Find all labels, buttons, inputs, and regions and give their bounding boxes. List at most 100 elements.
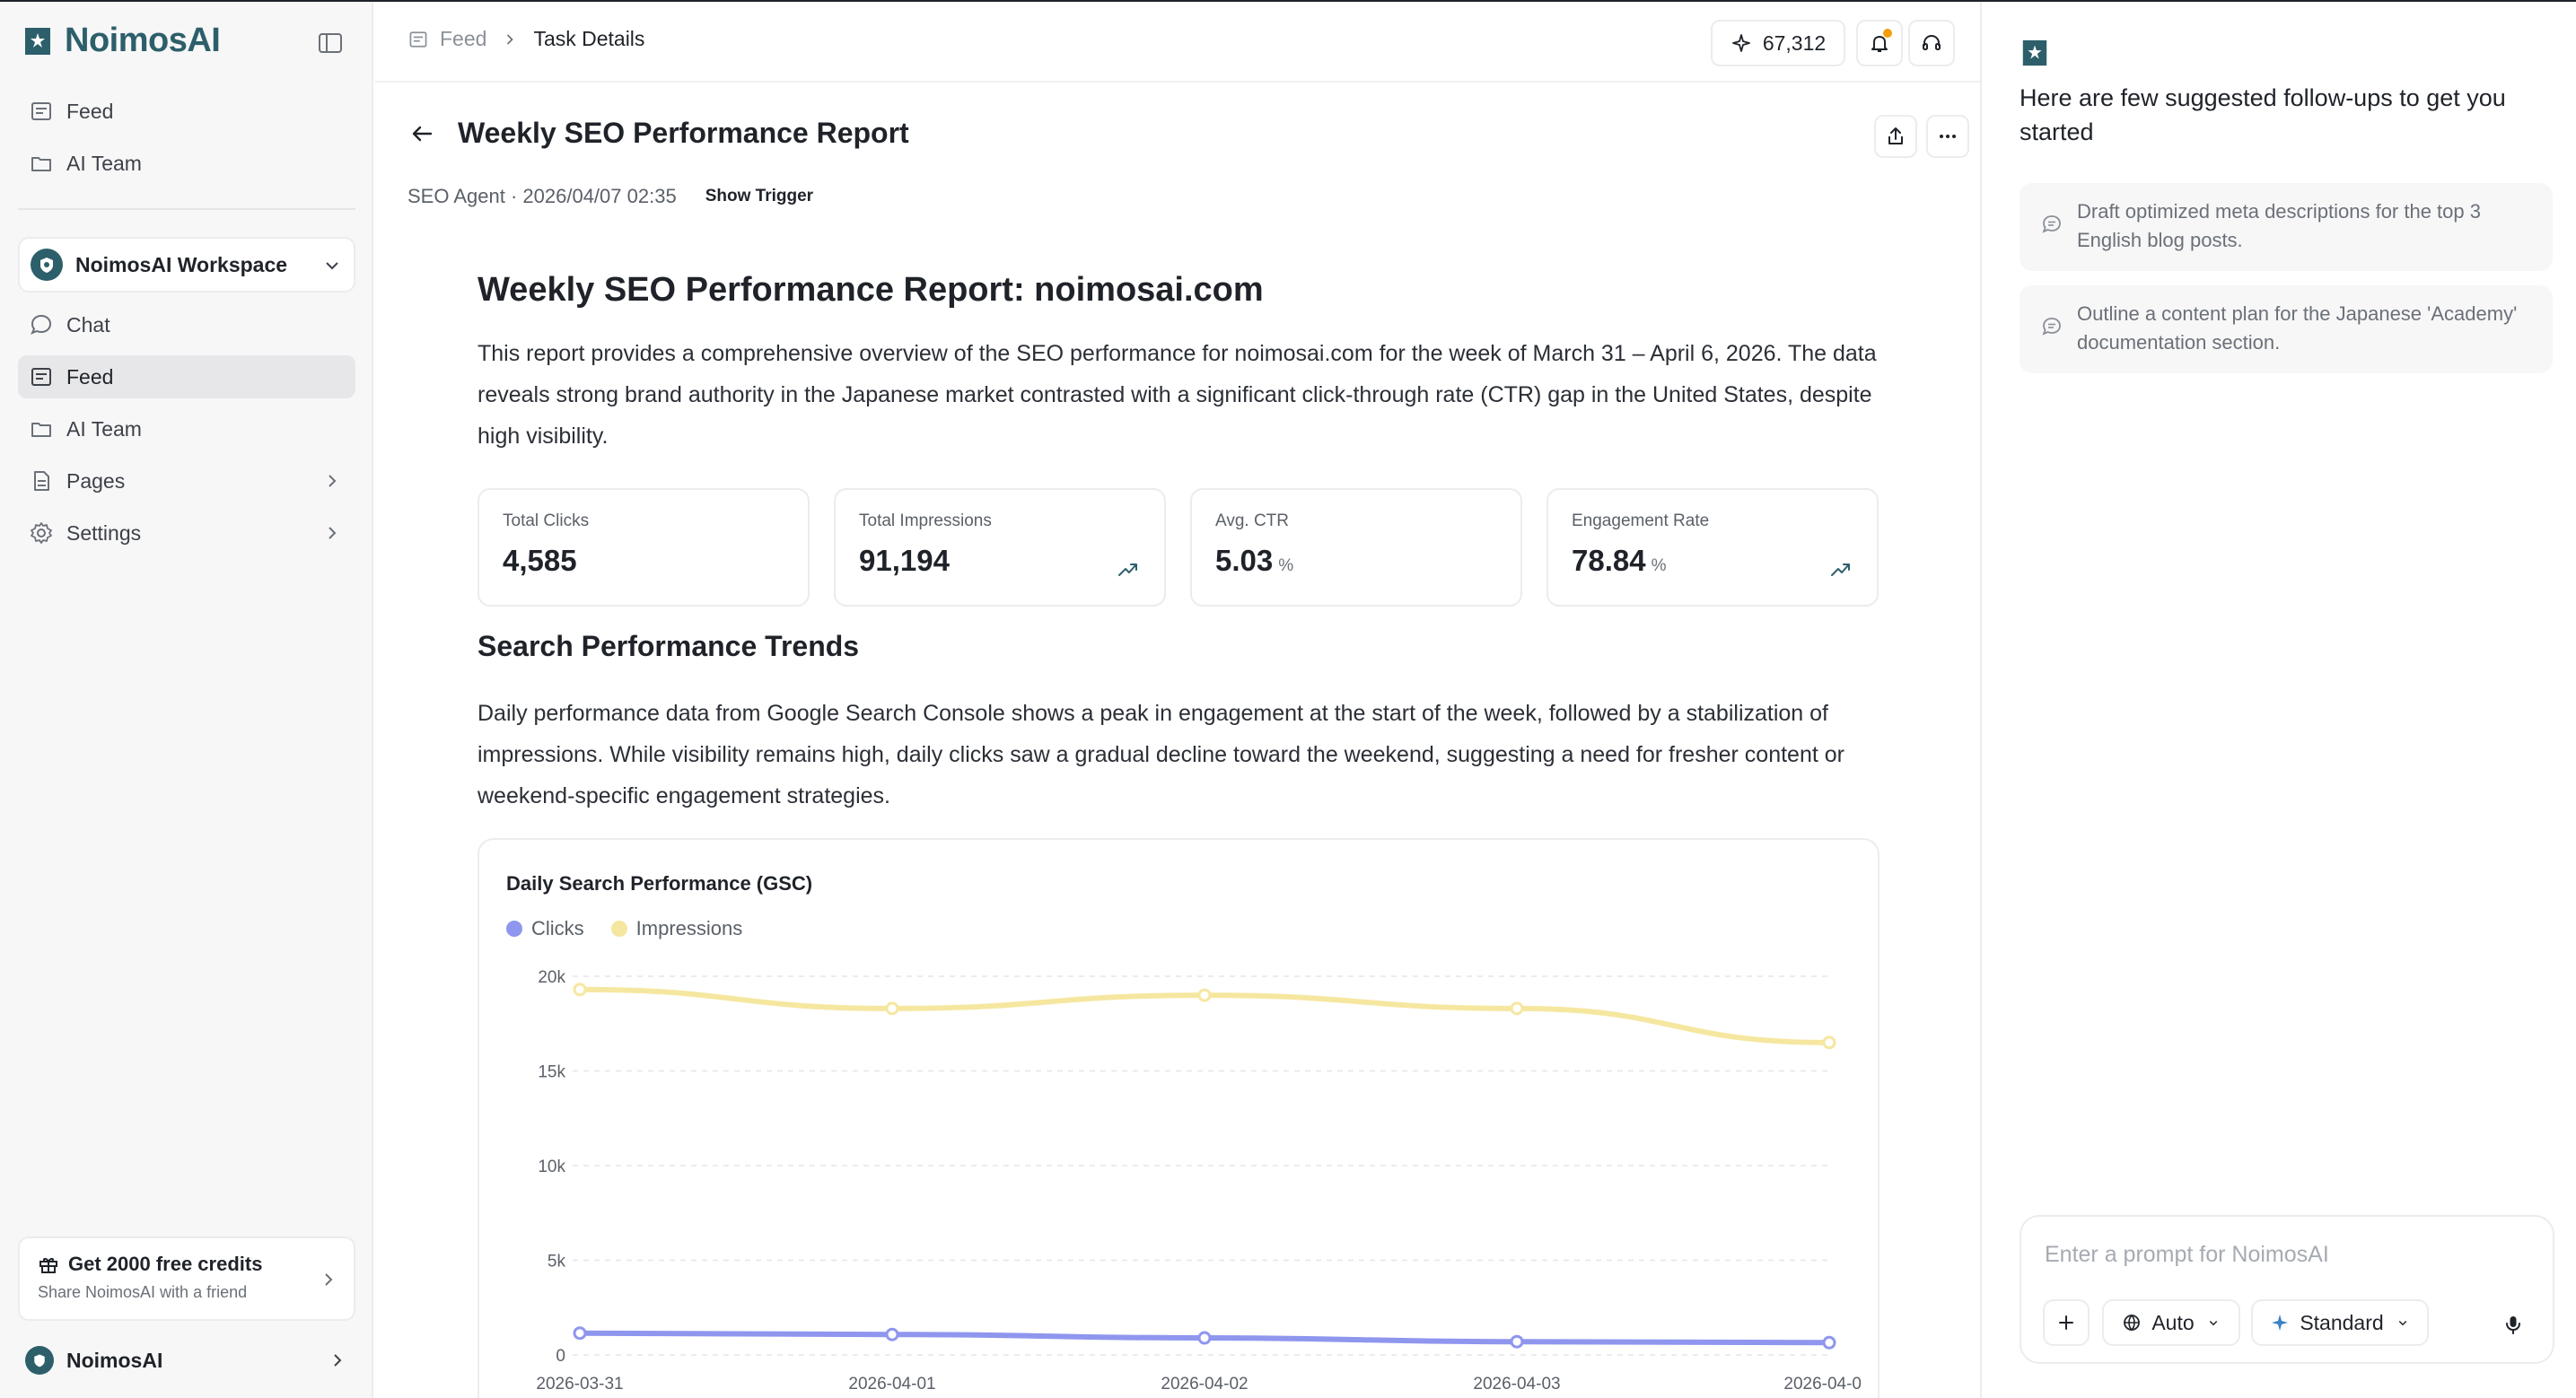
gift-icon bbox=[39, 1258, 57, 1273]
support-button[interactable] bbox=[1908, 20, 1955, 66]
y-tick-label: 0 bbox=[556, 1347, 565, 1366]
legend-swatch bbox=[506, 921, 522, 937]
plus-icon bbox=[2059, 1315, 2073, 1330]
workspace-switcher[interactable]: NoimosAI Workspace bbox=[18, 237, 355, 293]
data-point bbox=[1197, 988, 1212, 1002]
user-menu[interactable]: NoimosAI bbox=[25, 1344, 348, 1376]
page-icon bbox=[34, 471, 49, 491]
show-trigger-button[interactable]: Show Trigger bbox=[705, 187, 814, 205]
sidebar-item-settings[interactable]: Settings bbox=[18, 511, 355, 555]
assistant-intro: Here are few suggested follow-ups to get… bbox=[2020, 84, 2506, 145]
credit-balance[interactable]: 67,312 bbox=[1711, 20, 1845, 66]
feed-icon bbox=[31, 368, 51, 386]
data-point bbox=[1510, 1001, 1524, 1016]
stat-card-impressions: Total Impressions 91,194 bbox=[834, 488, 1166, 607]
prompt-composer: Auto Standard bbox=[2020, 1215, 2554, 1364]
quality-select[interactable]: Standard bbox=[2251, 1299, 2429, 1346]
legend-swatch bbox=[610, 921, 627, 937]
y-tick-label: 10k bbox=[538, 1158, 565, 1176]
x-tick-label: 2026-04-03 bbox=[1473, 1375, 1560, 1394]
stat-card-engagement: Engagement Rate 78.84% bbox=[1546, 488, 1879, 607]
y-tick-label: 15k bbox=[538, 1063, 565, 1082]
legend-item-impressions[interactable]: Impressions bbox=[610, 917, 743, 940]
chevron-down-icon bbox=[2209, 1320, 2217, 1326]
breadcrumb-current: Task Details bbox=[533, 27, 645, 50]
notification-dot bbox=[1883, 29, 1892, 38]
share-button[interactable] bbox=[1874, 115, 1917, 158]
back-arrow-icon[interactable] bbox=[407, 119, 436, 148]
task-meta: SEO Agent · 2026/04/07 02:35 Show Trigge… bbox=[407, 185, 813, 208]
data-point bbox=[573, 983, 587, 997]
feed-icon bbox=[31, 102, 51, 120]
breadcrumb-parent[interactable]: Feed bbox=[407, 27, 486, 51]
bell-icon bbox=[1871, 36, 1888, 52]
trend-up-icon bbox=[1831, 564, 1850, 576]
avatar bbox=[25, 1346, 54, 1375]
notifications-button[interactable] bbox=[1856, 20, 1903, 66]
stat-card-clicks: Total Clicks 4,585 bbox=[478, 488, 810, 607]
sidebar-item-feed-top[interactable]: Feed bbox=[18, 90, 355, 133]
stat-value: 78.84% bbox=[1572, 544, 1667, 577]
model-icon bbox=[2124, 1314, 2141, 1332]
line-chart: 0 5k 10k 15k 20k 2026-03-31 2026-04-01 2026-04-… bbox=[536, 968, 1862, 1394]
chevron-right-icon bbox=[507, 33, 514, 45]
sparkle-icon bbox=[1731, 34, 1750, 52]
x-tick-label: 2026-04-02 bbox=[1161, 1375, 1248, 1394]
stat-value: 5.03% bbox=[1215, 544, 1294, 577]
workspace-icon bbox=[31, 249, 63, 281]
feed-icon bbox=[409, 31, 427, 48]
brand[interactable]: NoimosAI bbox=[22, 22, 221, 60]
sidebar-item-ai-team-top[interactable]: AI Team bbox=[18, 142, 355, 185]
free-credits-card[interactable]: Get 2000 free credits Share NoimosAI wit… bbox=[18, 1236, 355, 1321]
data-point bbox=[885, 1327, 899, 1341]
suggestion-item[interactable]: Draft optimized meta descriptions for th… bbox=[2020, 183, 2553, 271]
stat-label: Avg. CTR bbox=[1215, 511, 1290, 530]
chart-card: Daily Search Performance (GSC) Clicks Im… bbox=[478, 838, 1879, 1398]
gear-icon bbox=[31, 522, 52, 544]
noimos-logo-icon bbox=[25, 27, 50, 55]
stat-label: Total Clicks bbox=[503, 511, 590, 530]
sidebar-item-ai-team[interactable]: AI Team bbox=[18, 407, 355, 450]
prompt-input[interactable] bbox=[2045, 1236, 2529, 1272]
main-content: Feed Task Details 67,312 Weekly SEO Perf… bbox=[375, 2, 1980, 1398]
data-point bbox=[1822, 1335, 1836, 1350]
mode-select[interactable]: Auto bbox=[2102, 1299, 2240, 1346]
workspace-name: NoimosAI Workspace bbox=[75, 252, 288, 276]
stats-row: Total Clicks 4,585 Total Impressions 91,… bbox=[478, 488, 1879, 607]
task-meta-text: SEO Agent · 2026/04/07 02:35 bbox=[407, 185, 677, 207]
breadcrumb: Feed Task Details bbox=[407, 27, 644, 51]
sparkle-icon bbox=[2272, 1315, 2289, 1331]
trend-up-icon bbox=[1118, 564, 1137, 576]
chat-icon bbox=[31, 314, 52, 335]
sidebar-item-feed[interactable]: Feed bbox=[18, 355, 355, 398]
credits-subtitle: Share NoimosAI with a friend bbox=[38, 1283, 248, 1301]
more-horizontal-icon bbox=[1940, 135, 1956, 138]
suggestion-text: Draft optimized meta descriptions for th… bbox=[2077, 200, 2481, 251]
topbar: Feed Task Details 67,312 bbox=[375, 2, 1980, 83]
more-options-button[interactable] bbox=[1926, 115, 1969, 158]
stat-card-ctr: Avg. CTR 5.03% bbox=[1190, 488, 1522, 607]
noimos-logo-icon bbox=[2022, 39, 2047, 66]
user-name: NoimosAI bbox=[66, 1348, 163, 1372]
x-tick-label: 2026-04-0 bbox=[1783, 1375, 1862, 1394]
sidebar-toggle-icon[interactable] bbox=[316, 29, 345, 57]
add-attachment-button[interactable] bbox=[2043, 1299, 2090, 1346]
breadcrumb-parent-label: Feed bbox=[440, 27, 487, 50]
legend-item-clicks[interactable]: Clicks bbox=[506, 917, 584, 940]
sidebar-item-label: Chat bbox=[66, 312, 110, 336]
chevron-right-icon bbox=[329, 527, 337, 539]
suggestion-item[interactable]: Outline a content plan for the Japanese … bbox=[2020, 285, 2553, 373]
sidebar-item-pages[interactable]: Pages bbox=[18, 459, 355, 502]
sidebar-item-chat[interactable]: Chat bbox=[18, 303, 355, 346]
data-point bbox=[1510, 1334, 1524, 1349]
sidebar: NoimosAI Feed AI Team NoimosAI Workspace… bbox=[0, 2, 373, 1398]
credit-balance-value: 67,312 bbox=[1762, 31, 1827, 55]
microphone-button[interactable] bbox=[2495, 1306, 2531, 1342]
legend-label: Impressions bbox=[635, 917, 743, 939]
sidebar-item-label: AI Team bbox=[66, 416, 142, 441]
stat-value: 4,585 bbox=[503, 544, 577, 577]
headset-icon bbox=[1923, 34, 1941, 50]
stat-label: Engagement Rate bbox=[1572, 511, 1710, 530]
chat-icon bbox=[2042, 215, 2061, 233]
stat-value: 91,194 bbox=[859, 544, 950, 577]
